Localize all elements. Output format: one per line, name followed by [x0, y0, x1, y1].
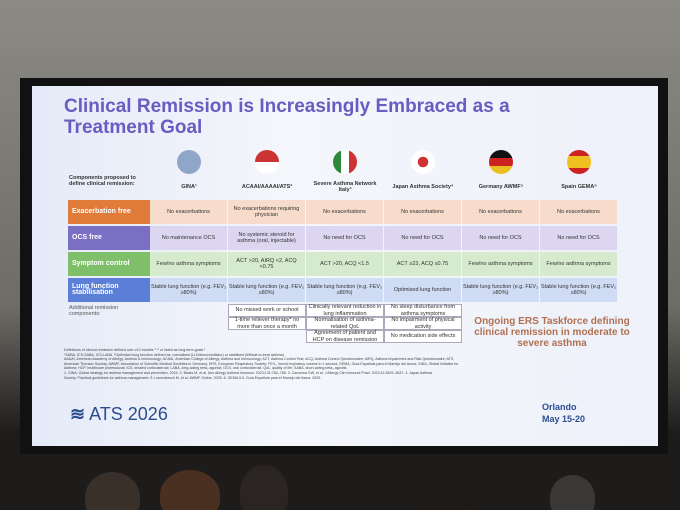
table-cell: ACT ≥23, ACQ ≤0.75: [384, 252, 461, 276]
additional-item: No sleep disturbance from asthma symptom…: [384, 304, 462, 317]
flag-icon: [489, 150, 513, 174]
column-header: Spain GEMA⁶: [561, 183, 597, 190]
table-cell: Few/no asthma symptoms: [540, 252, 617, 276]
additional-item: Clinically relevant reduction in lung in…: [306, 304, 384, 317]
table-cell: No need for OCS: [462, 226, 539, 250]
column-header: ACAAI/AAAAI/ATS²: [241, 183, 293, 190]
table-cell: No systemic steroid for asthma (oral, in…: [228, 226, 305, 250]
table-cell: Stable lung function (e.g. FEV₁ ≥80%): [150, 278, 227, 302]
corner-label: Components proposed to define clinical r…: [69, 174, 136, 188]
flag-icon: [333, 150, 357, 174]
table-cell: ACT >20, ACQ <1.5: [306, 252, 383, 276]
audience-head: [160, 470, 220, 510]
table-cell: Stable lung function (e.g. FEV₁ ≥80%): [228, 278, 305, 302]
table-cell: Few/no asthma symptoms: [150, 252, 227, 276]
table-cell: No exacerbations: [384, 200, 461, 224]
column-header: Germany AWMF⁵: [478, 183, 524, 190]
row-label: OCS free: [68, 226, 150, 250]
additional-item: Normalisation of asthma-related QoL: [306, 317, 384, 330]
row-label: Exacerbation free: [68, 200, 150, 224]
dates: May 15-20: [542, 414, 586, 424]
footnote-line: American Thoracic Society; AWMF, Associa…: [64, 361, 459, 366]
additional-item: 1-time reliever therapy* no more than on…: [228, 317, 306, 330]
audience-head: [425, 470, 473, 510]
table-cell: No maintenance OCS: [150, 226, 227, 250]
table-cell: Stable lung function (e.g. FEV₁ ≥80%): [306, 278, 383, 302]
slide: Clinical Remission is Increasingly Embra…: [32, 86, 658, 446]
flag-icon: [411, 150, 435, 174]
flag-icon: [177, 150, 201, 174]
table-cell: No need for OCS: [384, 226, 461, 250]
table-cell: Stable lung function (e.g. FEV₁ ≥80%): [540, 278, 617, 302]
additional-item: Agreement of patient and HCP on disease …: [306, 330, 384, 343]
callout: Ongoing ERS Taskforce defining clinical …: [474, 316, 630, 349]
location: Orlando: [542, 402, 577, 412]
column-header: Japan Asthma Society⁴: [392, 183, 454, 190]
additional-item: No impairment of physical activity: [384, 317, 462, 330]
logo-text: ATS 2026: [89, 404, 168, 424]
table-cell: No exacerbations: [540, 200, 617, 224]
flag-icon: [255, 150, 279, 174]
flag-icon: [567, 150, 591, 174]
column-header: Severe Asthma Network Italy³: [313, 180, 377, 194]
slide-title: Clinical Remission is Increasingly Embra…: [64, 96, 510, 138]
footnote-line: Society. Practical guidelines for asthma…: [64, 375, 322, 380]
row-label: Lung function stabilisation: [68, 278, 150, 302]
additional-item: No missed work or school: [228, 304, 306, 317]
footnote-line: 1. GINA. Global strategy for asthma mana…: [64, 370, 433, 375]
table-cell: No exacerbations: [306, 200, 383, 224]
event-info: Orlando May 15-20: [542, 401, 585, 425]
ats-logo: ≋ ATS 2026: [70, 404, 168, 424]
audience-head: [550, 475, 595, 510]
table-cell: No need for OCS: [540, 226, 617, 250]
footnotes: Definitions of clinical remission define…: [64, 348, 624, 380]
footnote-line: Definitions of clinical remission define…: [64, 348, 206, 352]
table-cell: No exacerbations: [462, 200, 539, 224]
additional-label: Additional remission components:: [69, 304, 119, 318]
table-cell: Optimised lung function: [384, 278, 461, 302]
table-cell: No exacerbations: [150, 200, 227, 224]
table-cell: Stable lung function (e.g. FEV₁ ≥80%): [462, 278, 539, 302]
row-label: Symptom control: [68, 252, 150, 276]
footnote-line: Asthma; HCP, healthcare professional; IC…: [64, 366, 348, 371]
table-cell: No need for OCS: [306, 226, 383, 250]
table-cell: Few/no asthma symptoms: [462, 252, 539, 276]
column-header: GINA¹: [181, 183, 197, 190]
footnote-line: *SABA, ICS-SABA, ICS-LABA. ¹Optimised lu…: [64, 352, 285, 357]
table-cell: ACT >20, AIRQ <2, ACQ <0.75: [228, 252, 305, 276]
audience-head: [85, 472, 140, 510]
additional-item: No medication side effects: [384, 330, 462, 343]
footnote-line: AAAAI, American Academy of Allergy, Asth…: [64, 357, 455, 362]
table-cell: No exacerbations requiring physician: [228, 200, 305, 224]
audience-head: [240, 465, 288, 510]
